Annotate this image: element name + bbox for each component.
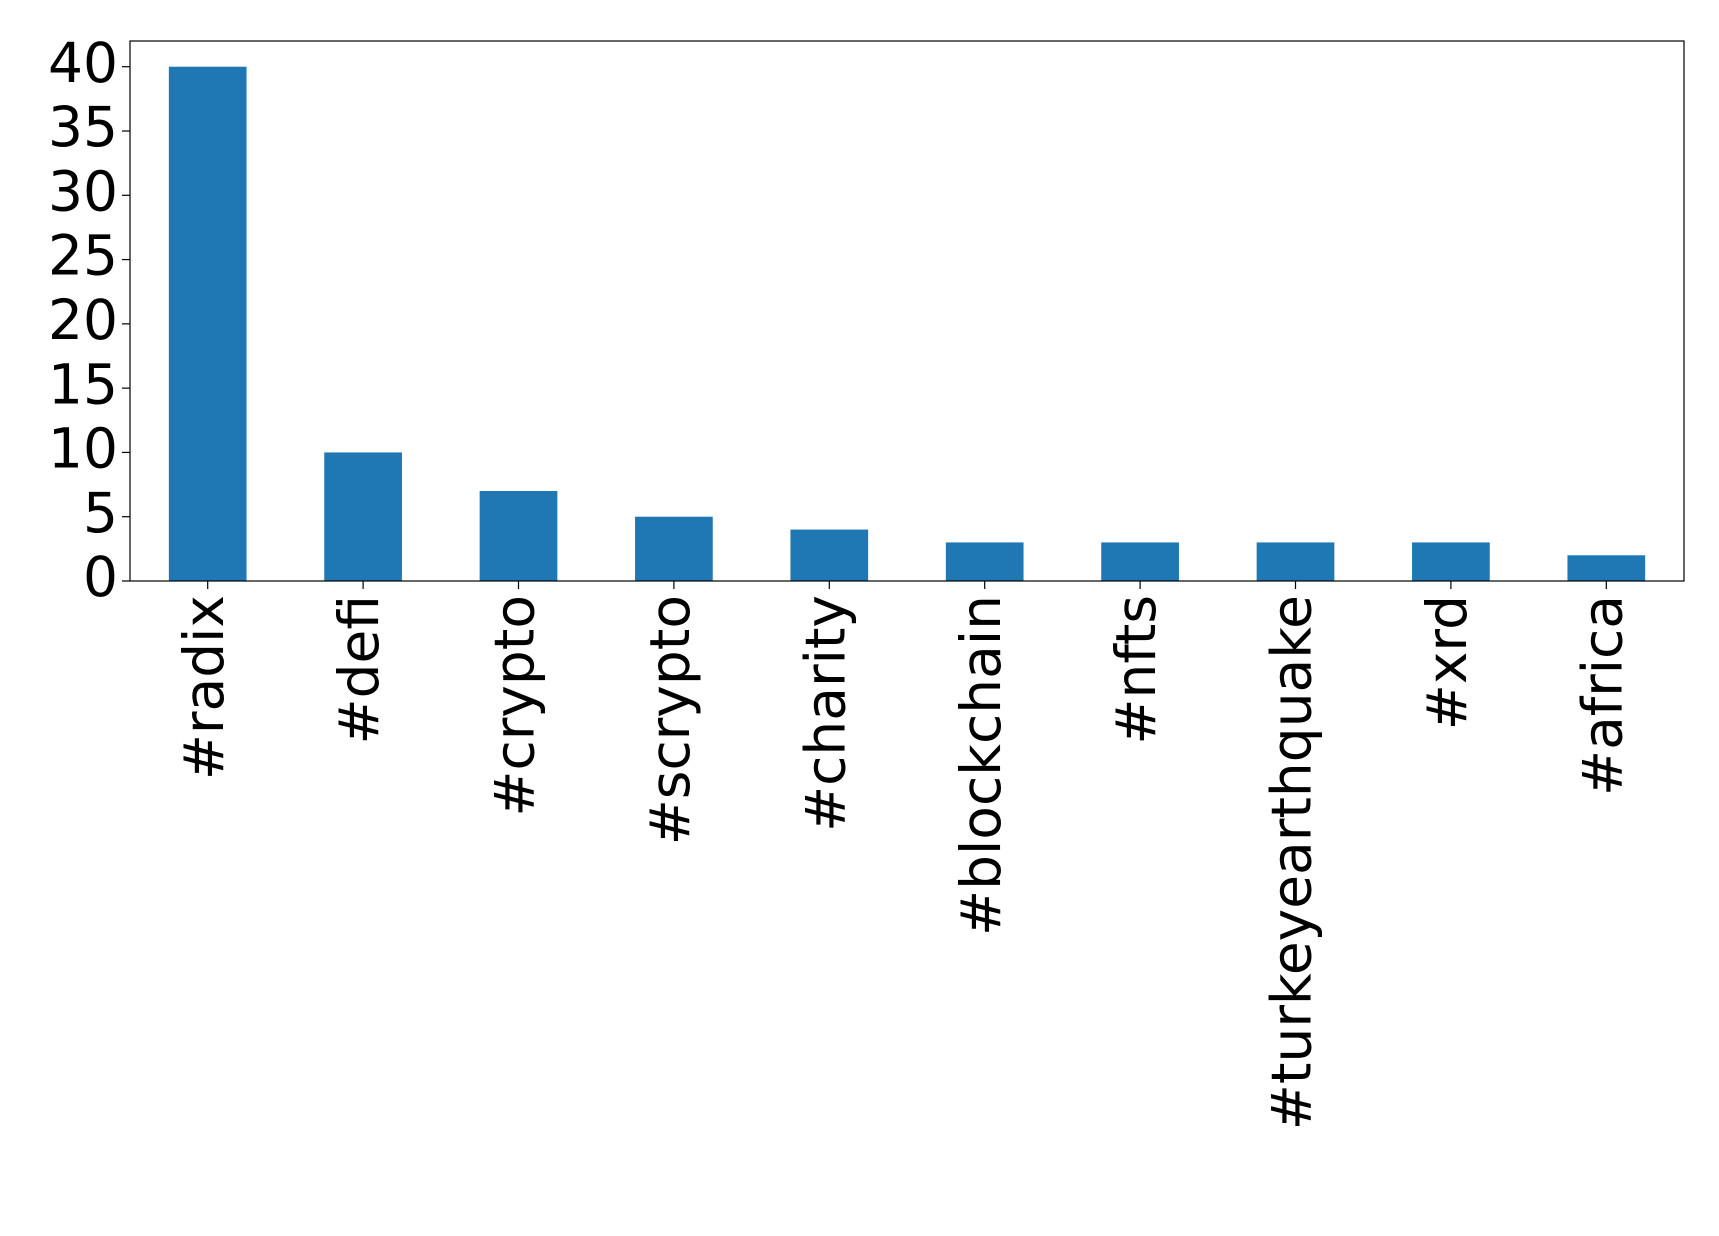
x-tick-label: #defi xyxy=(327,595,391,744)
y-tick-label: 10 xyxy=(48,417,118,481)
x-tick-label: #scrypto xyxy=(638,595,702,845)
y-tick-label: 20 xyxy=(48,288,118,352)
bar xyxy=(479,491,558,581)
x-tick-label: #blockchain xyxy=(949,595,1013,936)
x-tick-label: #xrd xyxy=(1415,595,1479,730)
bar xyxy=(635,516,713,581)
y-tick-label: 0 xyxy=(83,545,118,609)
y-tick-label: 25 xyxy=(48,224,118,288)
bar xyxy=(1101,542,1179,581)
x-tick-label: #africa xyxy=(1570,595,1634,796)
bar xyxy=(1567,555,1646,581)
bar xyxy=(1412,542,1490,581)
bar xyxy=(168,66,247,581)
bar xyxy=(324,452,402,581)
x-tick-label: #crypto xyxy=(483,595,547,817)
bar xyxy=(945,542,1024,581)
bar xyxy=(1256,542,1335,581)
y-tick-label: 30 xyxy=(48,159,118,223)
x-tick-label: #nfts xyxy=(1104,595,1168,745)
y-tick-label: 35 xyxy=(48,95,118,159)
y-tick-label: 40 xyxy=(48,31,118,95)
y-tick-label: 15 xyxy=(48,352,118,416)
plot-frame xyxy=(129,40,1685,582)
bar xyxy=(790,529,869,581)
y-tick-label: 5 xyxy=(83,481,118,545)
x-tick-label: #radix xyxy=(172,595,236,780)
x-tick-label: #turkeyearthquake xyxy=(1260,595,1324,1130)
x-tick-label: #charity xyxy=(793,595,857,832)
